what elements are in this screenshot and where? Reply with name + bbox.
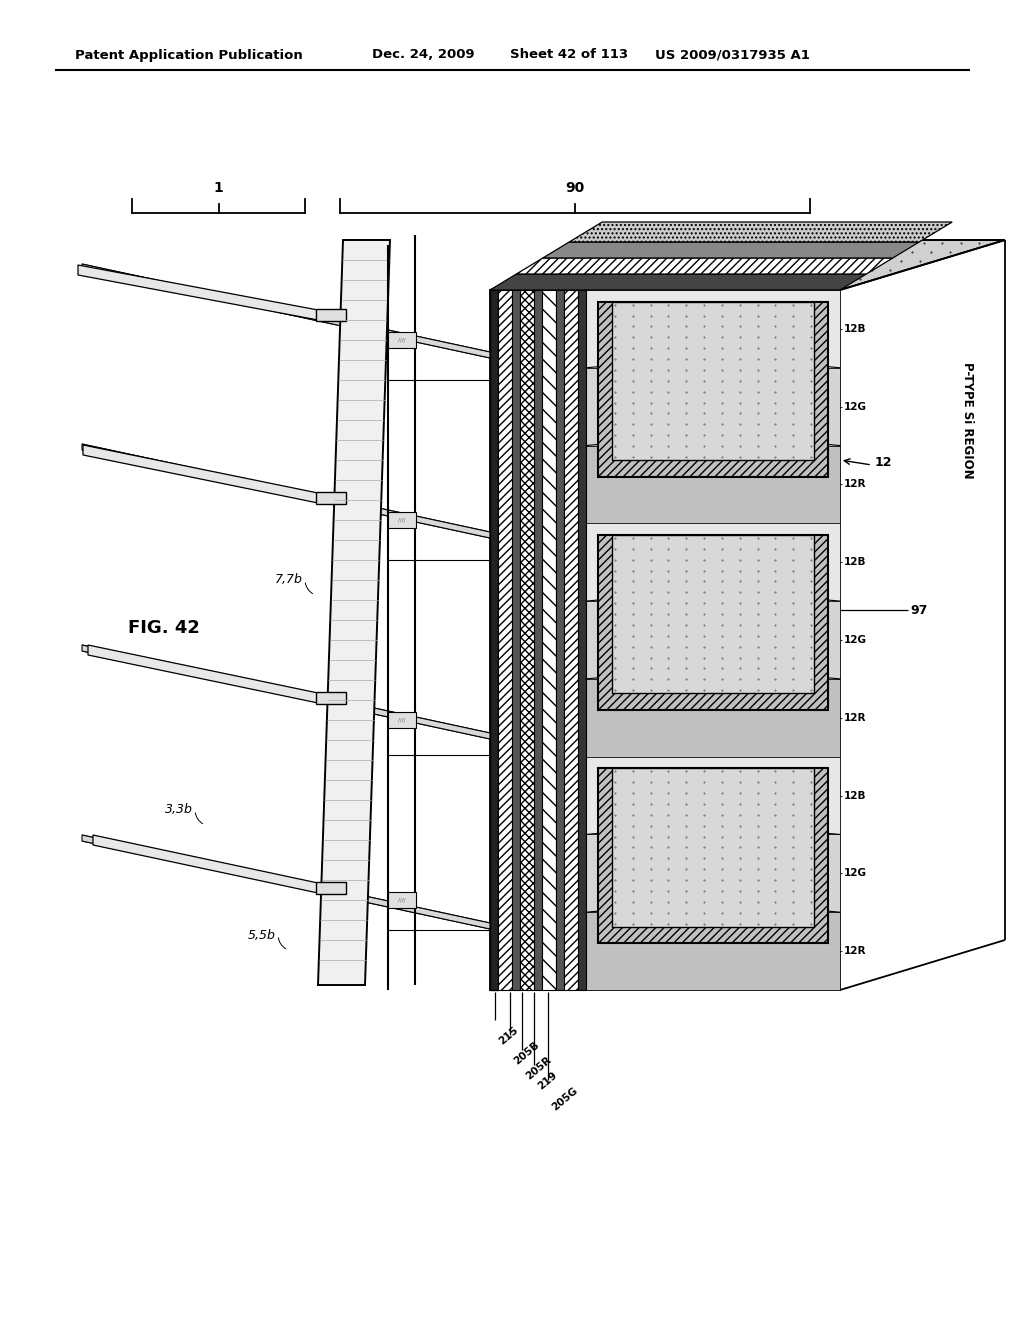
Bar bbox=[586, 912, 840, 990]
Text: 219: 219 bbox=[536, 1071, 559, 1092]
Polygon shape bbox=[316, 882, 346, 894]
Bar bbox=[598, 768, 828, 944]
Polygon shape bbox=[490, 275, 866, 290]
Text: 12G: 12G bbox=[844, 869, 867, 878]
Text: US 2009/0317935 A1: US 2009/0317935 A1 bbox=[655, 49, 810, 62]
Bar bbox=[612, 535, 814, 693]
Text: 92: 92 bbox=[708, 381, 724, 395]
Text: 3,3b: 3,3b bbox=[165, 804, 193, 817]
Text: 94: 94 bbox=[693, 359, 710, 371]
Text: 12B: 12B bbox=[844, 323, 866, 334]
Text: Dec. 24, 2009: Dec. 24, 2009 bbox=[372, 49, 475, 62]
Text: FIG. 42: FIG. 42 bbox=[128, 619, 200, 638]
Polygon shape bbox=[78, 265, 318, 319]
Text: 12: 12 bbox=[874, 455, 893, 469]
Bar bbox=[498, 290, 512, 990]
Bar bbox=[586, 601, 840, 678]
Polygon shape bbox=[88, 645, 318, 704]
Text: 215: 215 bbox=[497, 1026, 520, 1047]
Bar bbox=[612, 768, 814, 927]
Polygon shape bbox=[318, 240, 390, 985]
Text: 96: 96 bbox=[667, 314, 683, 326]
Bar bbox=[520, 290, 534, 990]
Text: 12R: 12R bbox=[844, 479, 866, 490]
Polygon shape bbox=[82, 836, 490, 929]
Text: 12B: 12B bbox=[844, 557, 866, 568]
Text: ////: //// bbox=[398, 718, 406, 722]
Polygon shape bbox=[316, 692, 346, 704]
Polygon shape bbox=[316, 309, 346, 321]
Bar bbox=[556, 290, 564, 990]
Text: 90: 90 bbox=[565, 181, 585, 195]
Bar bbox=[598, 535, 828, 710]
Bar bbox=[564, 290, 578, 990]
Text: 205B: 205B bbox=[512, 1040, 542, 1067]
Text: Patent Application Publication: Patent Application Publication bbox=[75, 49, 303, 62]
Text: 12B: 12B bbox=[844, 791, 866, 800]
Bar bbox=[586, 446, 840, 523]
Bar bbox=[388, 892, 416, 908]
Bar bbox=[598, 302, 828, 477]
Bar bbox=[586, 290, 840, 368]
Polygon shape bbox=[543, 242, 920, 257]
Polygon shape bbox=[82, 645, 490, 739]
Bar bbox=[578, 290, 586, 990]
Text: 12R: 12R bbox=[844, 713, 866, 723]
Bar bbox=[490, 290, 498, 990]
Polygon shape bbox=[516, 257, 893, 275]
Bar bbox=[512, 290, 520, 990]
Bar bbox=[534, 290, 542, 990]
Polygon shape bbox=[569, 222, 952, 242]
Bar bbox=[388, 512, 416, 528]
Bar bbox=[586, 523, 840, 601]
Text: 95: 95 bbox=[679, 337, 695, 350]
Text: 12R: 12R bbox=[844, 946, 866, 956]
Text: 1: 1 bbox=[214, 181, 223, 195]
Text: 205R: 205R bbox=[524, 1055, 553, 1082]
Bar bbox=[388, 711, 416, 729]
Bar bbox=[388, 333, 416, 348]
Text: ////: //// bbox=[398, 898, 406, 903]
Text: 12G: 12G bbox=[844, 401, 867, 412]
Text: ////: //// bbox=[398, 517, 406, 523]
Bar bbox=[586, 678, 840, 756]
Text: 10, 201: 10, 201 bbox=[889, 239, 942, 252]
Bar bbox=[612, 302, 814, 459]
Polygon shape bbox=[490, 240, 1005, 290]
Text: P-TYPE Si REGION: P-TYPE Si REGION bbox=[962, 362, 975, 478]
Text: 12G: 12G bbox=[844, 635, 867, 645]
Text: 5,5b: 5,5b bbox=[248, 928, 275, 941]
Polygon shape bbox=[82, 264, 490, 358]
Polygon shape bbox=[83, 445, 318, 503]
Bar bbox=[586, 756, 840, 834]
Polygon shape bbox=[82, 444, 490, 539]
Bar bbox=[586, 368, 840, 446]
Text: 7,7b: 7,7b bbox=[275, 573, 303, 586]
Bar bbox=[586, 834, 840, 912]
Text: 97: 97 bbox=[910, 603, 928, 616]
Text: 205G: 205G bbox=[550, 1085, 580, 1113]
Bar bbox=[542, 290, 556, 990]
Text: ////: //// bbox=[398, 338, 406, 342]
Polygon shape bbox=[316, 492, 346, 504]
Polygon shape bbox=[93, 836, 318, 894]
Bar bbox=[490, 290, 840, 990]
Text: Sheet 42 of 113: Sheet 42 of 113 bbox=[510, 49, 628, 62]
